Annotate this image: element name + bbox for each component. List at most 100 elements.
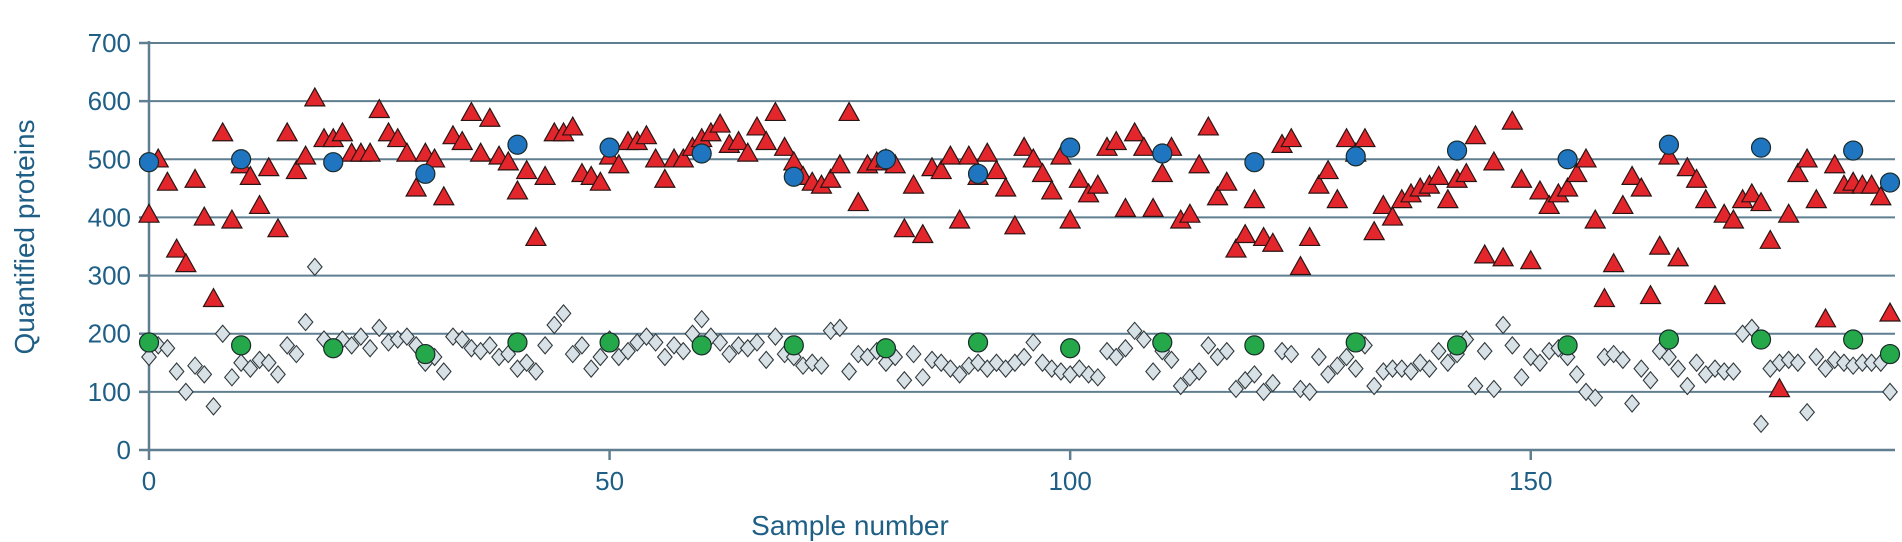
- point-triangle-159: [1602, 252, 1625, 273]
- point-triangle-177: [1768, 377, 1791, 398]
- point-triangle-183: [1823, 153, 1846, 174]
- point-diamond-47: [574, 335, 590, 355]
- point-triangle-165: [1657, 144, 1680, 165]
- point-triangle-46: [561, 115, 584, 136]
- point-triangle-93: [994, 176, 1017, 197]
- point-diamond-45: [555, 304, 572, 323]
- point-triangle-95: [1013, 136, 1036, 156]
- point-diamond-99: [1053, 362, 1069, 381]
- point-triangle-151: [1528, 179, 1551, 200]
- point-circle-blue-10: [1060, 137, 1081, 158]
- point-diamond-68: [767, 327, 784, 346]
- point-diamond-46: [564, 344, 581, 364]
- point-triangle-143: [1455, 162, 1478, 183]
- point-circle-blue-5: [599, 137, 620, 158]
- y-tick-label-200: 200: [88, 319, 131, 349]
- point-triangle-31: [423, 147, 446, 168]
- point-triangle-150: [1519, 249, 1542, 270]
- point-triangle-106: [1114, 197, 1137, 217]
- y-tick-label-0: 0: [117, 435, 131, 465]
- point-triangle-0: [137, 203, 161, 223]
- point-triangle-156: [1574, 147, 1598, 168]
- point-diamond-133: [1366, 376, 1383, 396]
- point-diamond-139: [1421, 359, 1438, 378]
- point-triangle-145: [1473, 243, 1496, 264]
- point-diamond-122: [1264, 373, 1281, 393]
- point-diamond-43: [537, 335, 554, 355]
- y-tick-label-400: 400: [88, 202, 131, 232]
- point-diamond-141: [1439, 353, 1456, 373]
- point-circle-green-14: [1446, 335, 1468, 356]
- point-triangle-75: [828, 153, 851, 174]
- point-diamond-55: [647, 333, 664, 352]
- point-diamond-157: [1587, 388, 1604, 408]
- point-triangle-58: [672, 147, 695, 168]
- point-triangle-122: [1261, 232, 1284, 252]
- point-diamond-105: [1108, 347, 1125, 367]
- point-diamond-56: [656, 347, 673, 367]
- point-triangle-84: [911, 223, 934, 244]
- point-triangle-92: [985, 159, 1008, 180]
- point-diamond-168: [1688, 353, 1705, 373]
- point-diamond-60: [693, 309, 710, 329]
- point-diamond-179: [1789, 353, 1806, 373]
- point-triangle-125: [1289, 255, 1312, 276]
- point-diamond-3: [168, 362, 185, 381]
- point-circle-green-0: [138, 332, 160, 353]
- point-diamond-161: [1624, 394, 1641, 413]
- point-triangle-21: [331, 121, 354, 142]
- point-triangle-149: [1510, 168, 1533, 188]
- point-diamond-98: [1043, 359, 1060, 378]
- point-triangle-172: [1722, 208, 1745, 229]
- point-circle-blue-18: [1843, 140, 1864, 161]
- point-diamond-114: [1191, 362, 1208, 381]
- point-diamond-189: [1882, 382, 1898, 402]
- point-diamond-137: [1403, 362, 1419, 381]
- point-triangle-13: [257, 156, 280, 177]
- point-diamond-145: [1476, 341, 1493, 361]
- point-diamond-120: [1246, 365, 1263, 384]
- x-tick-label-150: 150: [1509, 466, 1552, 496]
- point-triangle-124: [1280, 127, 1303, 148]
- point-circle-blue-12: [1244, 152, 1265, 173]
- point-diamond-149: [1513, 367, 1530, 387]
- point-triangle-163: [1639, 284, 1662, 305]
- point-triangle-16: [285, 159, 308, 180]
- point-triangle-25: [368, 98, 391, 119]
- point-triangle-141: [1436, 188, 1459, 209]
- point-diamond-156: [1578, 382, 1594, 402]
- point-triangle-9: [220, 208, 243, 229]
- point-triangle-117: [1215, 171, 1238, 191]
- y-tick-label-100: 100: [88, 377, 131, 407]
- point-circle-green-11: [1152, 332, 1173, 353]
- point-triangle-12: [248, 194, 271, 215]
- point-triangle-134: [1372, 194, 1395, 215]
- point-diamond-73: [813, 356, 830, 376]
- y-tick-label-700: 700: [88, 28, 131, 58]
- point-diamond-95: [1016, 347, 1033, 367]
- point-diamond-146: [1485, 379, 1502, 399]
- point-triangle-108: [1132, 136, 1155, 156]
- point-diamond-108: [1135, 330, 1152, 349]
- point-triangle-101: [1068, 168, 1091, 188]
- point-diamond-32: [435, 362, 452, 381]
- point-triangle-94: [1003, 214, 1026, 235]
- point-triangle-114: [1188, 153, 1211, 174]
- point-triangle-43: [534, 165, 557, 185]
- point-diamond-24: [362, 338, 379, 358]
- point-triangle-135: [1381, 206, 1404, 226]
- point-triangle-100: [1059, 208, 1082, 229]
- point-triangle-36: [469, 142, 492, 162]
- x-axis-title: Sample number: [751, 510, 949, 541]
- point-diamond-124: [1283, 344, 1300, 364]
- point-triangle-97: [1031, 162, 1054, 183]
- point-triangle-189: [1878, 301, 1902, 322]
- point-triangle-32: [432, 185, 455, 206]
- point-diamond-25: [371, 318, 388, 338]
- point-circle-blue-6: [691, 143, 712, 164]
- point-triangle-66: [745, 115, 768, 136]
- point-circle-green-8: [875, 338, 897, 359]
- point-triangle-4: [174, 252, 197, 273]
- point-circle-blue-8: [875, 149, 897, 170]
